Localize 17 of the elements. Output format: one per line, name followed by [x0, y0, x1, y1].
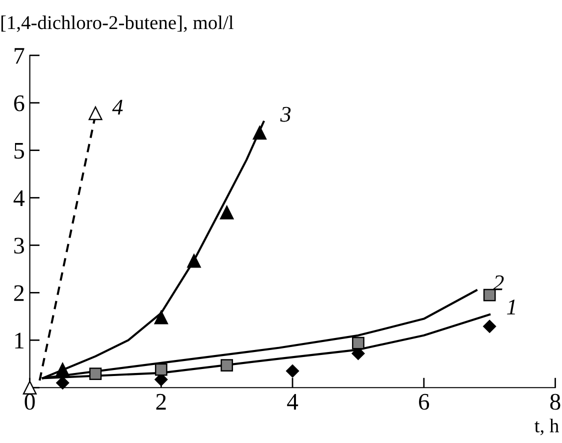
y-tick-label: 5	[14, 143, 24, 159]
y-tick-label: 6	[14, 95, 24, 112]
x-axis-title: t, h	[534, 418, 559, 436]
y-tick-label: 1	[15, 332, 24, 348]
series-label: 4	[112, 100, 123, 114]
x-tick-label: 6	[419, 394, 430, 410]
series-label: 1	[507, 300, 515, 314]
x-tick-label: 8	[550, 394, 560, 410]
x-tick-label: 4	[287, 394, 298, 410]
x-tick-label: 2	[156, 394, 166, 410]
y-axis-title: [1,4-dichloro-2-butene], mol/l	[1, 16, 234, 32]
y-tick-label: 3	[14, 238, 24, 254]
y-tick-label: 7	[14, 48, 24, 64]
x-tick-label: 0	[24, 394, 35, 410]
y-tick-label: 4	[14, 190, 25, 206]
series-label: 3	[280, 106, 291, 122]
y-tick-label: 2	[14, 285, 24, 301]
